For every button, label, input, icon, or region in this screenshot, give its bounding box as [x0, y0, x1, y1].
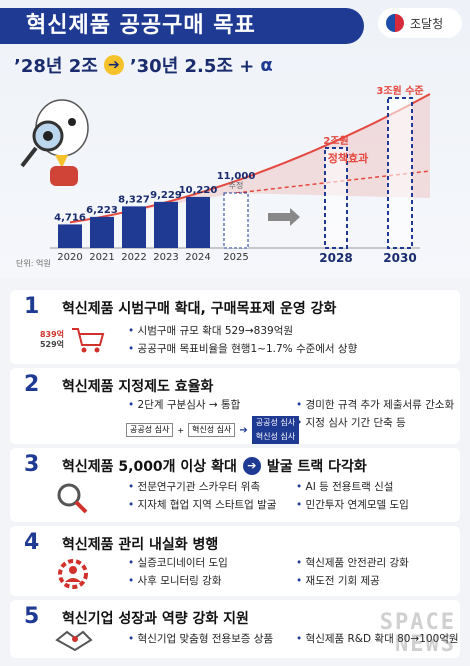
unit-label: 단위: 억원 [16, 258, 51, 268]
bar-2024 [186, 196, 210, 248]
bullet-item: 시범구매 규모 확대 529→839억원 [128, 322, 357, 340]
review-tag: 혁신성 심사 [188, 423, 236, 437]
bar-2025 [223, 192, 249, 249]
section-number: 1 [24, 294, 40, 319]
bar-label-2028: 2조원 [323, 134, 348, 147]
year-label-2025: 2025 [223, 252, 248, 263]
arrow-right-icon: ➔ [239, 424, 248, 436]
bar-2020 [58, 224, 82, 248]
review-flow: 공공성 심사 + 혁신성 심사 ➔ 공공성 심사 혁신성 심사 [126, 416, 300, 444]
bar-2021 [90, 216, 114, 248]
section-number: 2 [24, 372, 40, 397]
watermark-line: NEWS [395, 632, 456, 657]
bar-label-2022: 8,327 [118, 194, 150, 205]
arrow-right-icon: ➔ [242, 457, 261, 475]
mascot-icon [20, 99, 89, 186]
bar-label-2024: 10,220 [179, 185, 218, 196]
merged-review-tag: 공공성 심사 [251, 416, 300, 430]
watermark: SPACE NEWS [380, 612, 456, 656]
arrow-right-icon: ➔ [103, 55, 124, 75]
bullet-item: 민간투자 연계모델 도입 [296, 496, 409, 514]
bullet-item: 전문연구기관 스카우터 위촉 [128, 478, 276, 496]
bar-label-2025: 11,000 [217, 171, 256, 182]
year-label-2021: 2021 [89, 252, 114, 263]
year-label-2028: 2028 [319, 251, 352, 265]
section-number: 5 [24, 604, 40, 629]
trend-curve [69, 93, 431, 224]
handshake-icon [28, 622, 118, 656]
bullet-item: 실증코디네이터 도입 [128, 554, 228, 572]
magnifier-icon [28, 476, 118, 520]
target-chart: 4,716 2020 6,223 2021 8,327 2022 9,229 2023 10,2… [16, 84, 431, 268]
section-number: 3 [24, 452, 40, 477]
agency-badge: 조달청 [378, 8, 462, 38]
bar-label-2021: 6,223 [86, 205, 118, 216]
section-2: 2 혁신제품 지정제도 효율화 2단계 구분심사 → 통합 공공성 심사 + 혁… [10, 368, 460, 444]
bullet-item: 혁신제품 안전관리 강화 [296, 554, 409, 572]
bullet-item: 혁신제품 R&D 확대 80→100억원 [296, 630, 459, 648]
cart-icon: 839억 529억 [28, 318, 118, 362]
review-tag: 공공성 심사 [126, 423, 174, 437]
bullet-item: 사후 모니터링 강화 [128, 572, 228, 590]
bar-2023 [154, 201, 178, 248]
section-title-main: 혁신제품 5,000개 이상 확대 [62, 459, 237, 475]
bullet-item: 지정 심사 기간 단축 등 [296, 414, 454, 432]
estimate-label: 추정 [229, 180, 244, 190]
merged-review-tag: 혁신성 심사 [251, 430, 300, 444]
watermark-line: SPACE [379, 610, 456, 635]
bullet-item: 지자체 협업 지역 스타트업 발굴 [128, 496, 277, 514]
icon-value-small: 529억 [39, 340, 65, 349]
year-label-2022: 2022 [121, 252, 146, 263]
hero-banner: 혁신제품 공공구매 목표 조달청 ’28년 2조 ➔ ’30년 2.5조 + α… [0, 0, 470, 278]
year-label-2020: 2020 [57, 252, 82, 263]
bullet-item: 재도전 기회 제공 [296, 572, 409, 590]
bullet-item: 혁신기업 맞춤형 전용보증 상품 [128, 630, 274, 648]
year-label-2024: 2024 [185, 252, 210, 263]
bullet-item: 경미한 규격 추가 제출서류 간소화 [296, 396, 455, 414]
section-4: 4 혁신제품 관리 내실화 병행 실증코디네이터 도입 사후 모니터링 강화 혁… [10, 526, 460, 596]
bar-label-2030: 3조원 수준 [376, 84, 423, 97]
subtitle-2028: ’28년 2조 [14, 56, 98, 77]
taegeuk-emblem-icon [386, 14, 404, 32]
bullet-item: AI 등 전용트랙 신설 [296, 478, 409, 496]
section-title: 혁신제품 관리 내실화 병행 [62, 537, 219, 553]
bar-2022 [122, 206, 146, 248]
year-label-2023: 2023 [153, 252, 178, 263]
subtitle: ’28년 2조 ➔ ’30년 2.5조 + α [14, 52, 273, 78]
bar-2028 [324, 147, 348, 249]
policy-effect-label: 정책효과 [328, 151, 368, 165]
bullet-item: 공공구매 목표비율을 현행1~1.7% 수준에서 상향 [128, 340, 358, 358]
section-number: 4 [24, 530, 40, 555]
page-title: 혁신제품 공공구매 목표 [0, 8, 364, 44]
plus-icon: + [177, 425, 185, 435]
agency-name: 조달청 [410, 16, 444, 31]
gap-arrow-icon [268, 208, 300, 226]
section-title-tail: 발굴 트랙 다각화 [266, 459, 367, 475]
subtitle-2030: ’30년 2.5조 + [129, 56, 255, 77]
section-title: 혁신제품 지정제도 효율화 [62, 379, 214, 395]
subtitle-alpha: α [260, 54, 273, 76]
section-title: 혁신제품 시범구매 확대, 구매목표제 운영 강화 [62, 301, 337, 317]
gear-person-icon [28, 552, 118, 596]
bar-label-2020: 4,716 [54, 212, 86, 223]
bar-2030 [387, 97, 413, 249]
year-label-2030: 2030 [383, 251, 416, 265]
section-3: 3 혁신제품 5,000개 이상 확대 ➔ 발굴 트랙 다각화 전문연구기관 스… [10, 448, 460, 522]
icon-value-big: 839억 [39, 330, 65, 339]
section-5: 5 혁신기업 성장과 역량 강화 지원 혁신기업 맞춤형 전용보증 상품 혁신제… [10, 600, 460, 658]
section-1: 1 혁신제품 시범구매 확대, 구매목표제 운영 강화 839억 529억 시범… [10, 290, 460, 364]
bar-label-2023: 9,229 [150, 190, 182, 201]
section-title: 혁신기업 성장과 역량 강화 지원 [62, 611, 249, 627]
section-title: 혁신제품 5,000개 이상 확대 ➔ 발굴 트랙 다각화 [62, 456, 367, 476]
bullet-item: 2단계 구분심사 → 통합 [128, 396, 241, 414]
